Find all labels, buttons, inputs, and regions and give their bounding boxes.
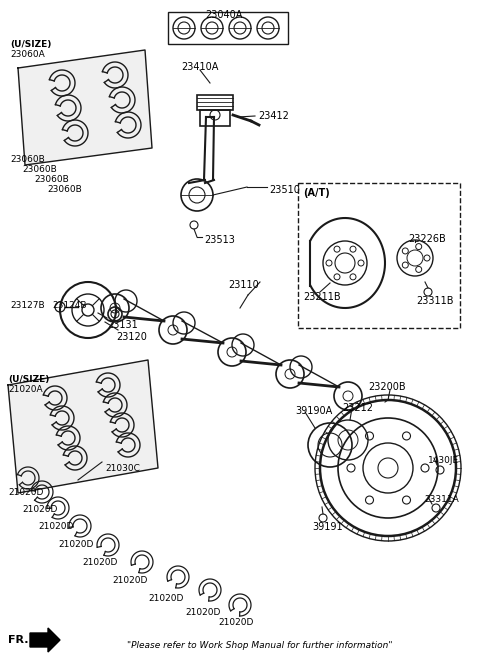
Text: 39190A: 39190A: [295, 406, 332, 416]
Text: 21020D: 21020D: [38, 522, 73, 531]
Text: 23211B: 23211B: [303, 292, 341, 302]
Text: 23412: 23412: [258, 111, 289, 121]
Text: 21020D: 21020D: [148, 594, 183, 603]
Text: 21020D: 21020D: [58, 540, 94, 549]
Text: 21020A: 21020A: [8, 385, 43, 394]
Text: FR.: FR.: [8, 635, 28, 645]
Polygon shape: [18, 50, 152, 165]
Text: 23212: 23212: [342, 403, 373, 413]
Bar: [168, 12, 288, 44]
Text: 23060B: 23060B: [34, 175, 69, 184]
Text: 23060B: 23060B: [47, 185, 82, 194]
Text: 23040A: 23040A: [205, 10, 243, 20]
Text: 21020D: 21020D: [82, 558, 118, 567]
Text: 39191: 39191: [312, 522, 343, 532]
Text: 23060B: 23060B: [10, 155, 45, 164]
Bar: [200, 110, 230, 126]
Text: "Please refer to Work Shop Manual for further information": "Please refer to Work Shop Manual for fu…: [127, 641, 393, 650]
Text: 21020D: 21020D: [185, 608, 220, 617]
Text: 23226B: 23226B: [408, 234, 446, 244]
Text: 23510: 23510: [269, 185, 300, 195]
Bar: [298, 183, 460, 328]
Text: (U/SIZE): (U/SIZE): [10, 40, 51, 49]
Text: 21030C: 21030C: [105, 464, 140, 473]
Text: 21020D: 21020D: [218, 618, 253, 627]
Polygon shape: [8, 360, 158, 493]
Text: 23124B: 23124B: [52, 301, 86, 310]
Text: 23513: 23513: [204, 235, 235, 245]
Text: 21020D: 21020D: [22, 505, 58, 514]
Bar: [197, 95, 233, 110]
Polygon shape: [30, 628, 60, 652]
Text: 21020D: 21020D: [8, 488, 43, 497]
Text: 23311A: 23311A: [424, 495, 459, 504]
Text: 23410A: 23410A: [181, 62, 219, 72]
Text: 23131: 23131: [107, 320, 138, 330]
Text: 23110: 23110: [228, 280, 259, 290]
Text: (A/T): (A/T): [303, 188, 330, 198]
Text: 23200B: 23200B: [368, 382, 406, 392]
Text: 23127B: 23127B: [10, 301, 45, 310]
Text: (U/SIZE): (U/SIZE): [8, 375, 49, 384]
Text: 1430JE: 1430JE: [428, 456, 459, 465]
Text: 23060B: 23060B: [22, 165, 57, 174]
Text: 23060A: 23060A: [10, 50, 45, 59]
Text: 23311B: 23311B: [416, 296, 454, 306]
Text: 23120: 23120: [116, 332, 147, 342]
Text: 21020D: 21020D: [112, 576, 147, 585]
